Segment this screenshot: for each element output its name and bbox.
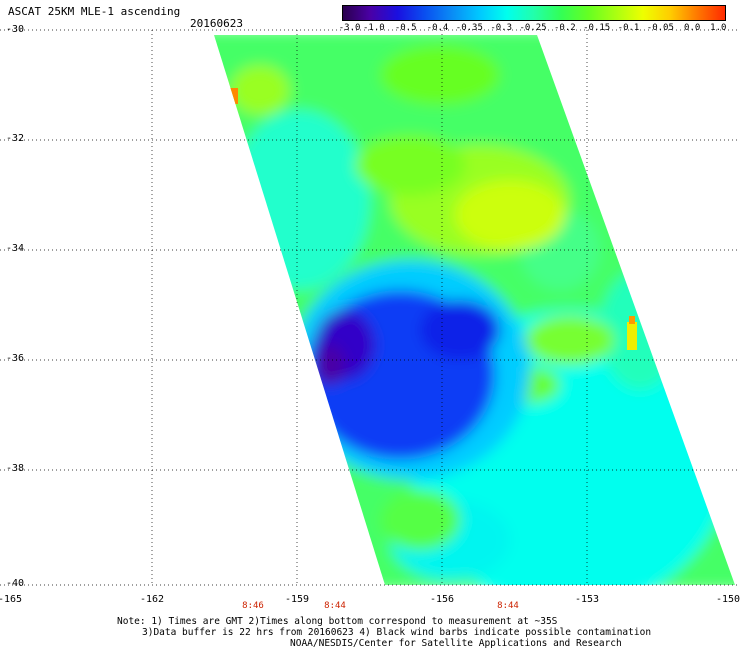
colorbar-tick-label: -0.2: [553, 23, 576, 33]
lat-label-38: -38: [6, 463, 25, 474]
colorbar-tick-label: -0.3: [490, 23, 512, 33]
time-label: 8:44: [497, 601, 519, 611]
wind-field: [214, 35, 735, 585]
colorbar-tick-label: -0.05: [646, 23, 674, 33]
lat-label-40: -40: [6, 578, 25, 589]
note-line-3: NOAA/NESDIS/Center for Satellite Applica…: [290, 638, 622, 649]
colorbar-tick-label: -0.4: [426, 23, 449, 33]
map-date: 20160623: [190, 17, 243, 30]
colorbar-tick-label: -3.0: [338, 23, 361, 33]
lon-label-156: -156: [429, 594, 455, 605]
note-line-2: 3)Data buffer is 22 hrs from 20160623 4)…: [142, 627, 652, 638]
lon-label-150: -150: [715, 594, 740, 605]
colorbar-tick-label: -0.25: [519, 23, 547, 33]
lat-label-32: -32: [6, 133, 25, 144]
lat-label-34: -34: [6, 243, 25, 254]
colorbar-tick-label: -0.35: [455, 23, 483, 33]
lon-label-162: -162: [139, 594, 165, 605]
colorbar-tick-label: -0.15: [583, 23, 611, 33]
colorbar-tick-label: 0.0: [684, 23, 701, 33]
colorbar: [342, 5, 726, 21]
lon-label-153: -153: [574, 594, 600, 605]
lat-lon-grid: [0, 29, 740, 586]
colorbar-tick-labels: -3.0 -1.0 -0.5 -0.4 -0.35 -0.3 -0.25 -0.2 -0.15-…: [338, 23, 727, 35]
time-label: 8:46: [242, 601, 264, 611]
map-title: ASCAT 25KM MLE-1 ascending: [8, 5, 181, 18]
lat-label-36: -36: [6, 353, 25, 364]
time-label: 8:44: [324, 601, 346, 611]
colorbar-tick-label: 1.0: [710, 23, 727, 33]
colorbar-tick-label: -0.5: [394, 23, 417, 33]
lon-label-159: -159: [284, 594, 310, 605]
note-line-1: Note: 1) Times are GMT 2)Times along bot…: [117, 616, 558, 627]
lat-label-30: -30: [6, 24, 25, 35]
colorbar-tick-label: -0.1: [617, 23, 640, 33]
colorbar-tick-label: -1.0: [362, 23, 385, 33]
lon-label-165: -165: [0, 594, 23, 605]
